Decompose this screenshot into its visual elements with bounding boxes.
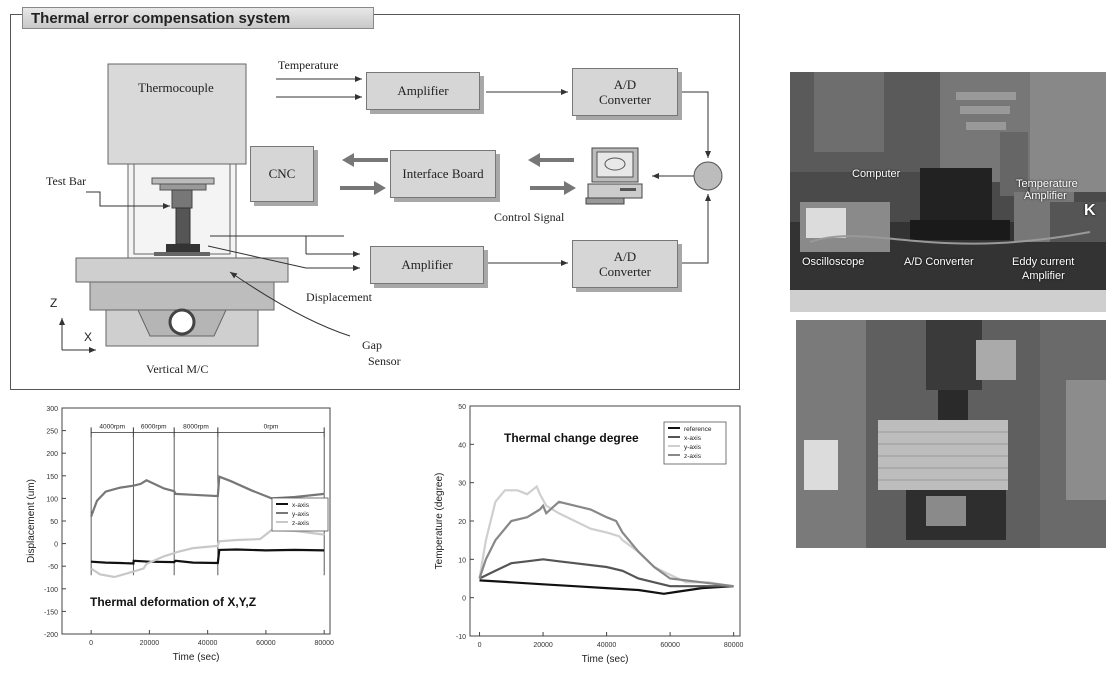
x-tick-label: 0 bbox=[89, 640, 93, 647]
x-tick-label: 80000 bbox=[724, 642, 744, 649]
instrument-photo: Computer Temperature Amplifier K Oscillo… bbox=[790, 72, 1106, 312]
x-tick-label: 20000 bbox=[533, 642, 553, 649]
vertical-mc-label: Vertical M/C bbox=[146, 362, 209, 376]
axis-x-label: X bbox=[84, 330, 93, 344]
machine-photo bbox=[796, 320, 1106, 548]
x-tick-label: 60000 bbox=[256, 640, 276, 647]
computer-icon bbox=[585, 147, 643, 205]
adc-top-label-2: Converter bbox=[599, 92, 651, 107]
y-tick-label: 20 bbox=[458, 519, 466, 526]
series-line-y-axis bbox=[90, 475, 325, 517]
y-tick-label: 30 bbox=[458, 481, 466, 488]
photo-temp-amp-label-2: Amplifier bbox=[1024, 190, 1067, 202]
photo-eddy-label-2: Amplifier bbox=[1022, 270, 1065, 282]
thermocouple-block bbox=[107, 63, 247, 165]
summing-junction bbox=[693, 161, 723, 191]
amplifier-bottom-box: Amplifier bbox=[370, 246, 484, 284]
x-tick-label: 0 bbox=[478, 642, 482, 649]
series-line-y-axis bbox=[478, 484, 734, 588]
x-tick-label: 40000 bbox=[597, 642, 617, 649]
y-tick-label: 0 bbox=[54, 542, 58, 549]
machine-table bbox=[75, 257, 289, 283]
y-tick-label: 50 bbox=[458, 404, 466, 411]
axis-z-label: Z bbox=[50, 296, 58, 310]
x-axis-label: Time (sec) bbox=[173, 652, 220, 663]
x-tick-label: 20000 bbox=[140, 640, 160, 647]
gap-sensor-label-2: Sensor bbox=[368, 354, 401, 368]
amplifier-bottom-label: Amplifier bbox=[401, 257, 453, 272]
series-line-x-axis bbox=[479, 558, 734, 588]
diagram-canvas bbox=[59, 63, 723, 353]
legend-label-y-axis: y-axis bbox=[684, 444, 702, 451]
photo-eddy-label-1: Eddy current bbox=[1012, 256, 1075, 268]
y-tick-label: -10 bbox=[456, 634, 466, 641]
adc-bottom-label-2: Converter bbox=[599, 264, 651, 279]
series-line-z-axis bbox=[90, 528, 325, 579]
y-tick-label: -200 bbox=[44, 632, 58, 639]
photo-computer-label: Computer bbox=[852, 168, 901, 180]
x-tick-label: 80000 bbox=[314, 640, 334, 647]
legend-label-x-axis: x-axis bbox=[684, 435, 702, 442]
y-tick-label: 0 bbox=[462, 596, 466, 603]
x-axis-label: Time (sec) bbox=[582, 654, 629, 665]
y-tick-label: 40 bbox=[458, 442, 466, 449]
test-bar-label: Test Bar bbox=[46, 174, 87, 188]
series-line-z-axis bbox=[478, 500, 734, 588]
y-tick-label: -50 bbox=[48, 564, 58, 571]
series-line-reference bbox=[479, 579, 734, 595]
chart-annotation: Thermal deformation of X,Y,Z bbox=[90, 595, 256, 609]
legend-label-z-axis: z-axis bbox=[292, 520, 310, 527]
interface-board-label: Interface Board bbox=[402, 166, 484, 181]
y-tick-label: 10 bbox=[458, 557, 466, 564]
displacement-chart: 300 250 200 150 100 50 0 -50 -100 -150 -200 0 20000 4… bbox=[26, 406, 334, 663]
leadscrew-circle bbox=[168, 308, 196, 336]
y-tick-label: -150 bbox=[44, 609, 58, 616]
phase-label: 4000rpm bbox=[99, 423, 125, 430]
y-tick-label: 50 bbox=[50, 519, 58, 526]
cnc-label: CNC bbox=[268, 166, 296, 181]
y-tick-label: 200 bbox=[46, 451, 58, 458]
amplifier-top-box: Amplifier bbox=[366, 72, 480, 110]
y-tick-label: 300 bbox=[46, 406, 58, 413]
gap-sensor-label-1: Gap bbox=[362, 338, 382, 352]
displacement-label: Displacement bbox=[306, 290, 372, 304]
photo-oscilloscope-label: Oscilloscope bbox=[802, 256, 865, 268]
phase-label: 0rpm bbox=[264, 423, 279, 430]
photo-ke-label: K bbox=[1084, 202, 1096, 219]
series-line-x-axis bbox=[91, 548, 325, 565]
phase-label: 6000rpm bbox=[141, 423, 167, 430]
photo-ad-converter-label: A/D Converter bbox=[904, 256, 974, 268]
adc-top-label-1: A/D bbox=[613, 77, 637, 92]
photo-temp-amp-label-1: Temperature bbox=[1016, 178, 1078, 190]
legend-label-y-axis: y-axis bbox=[292, 511, 310, 518]
legend-label-x-axis: x-axis bbox=[292, 502, 310, 509]
y-tick-label: -100 bbox=[44, 587, 58, 594]
interface-board-box: Interface Board bbox=[390, 150, 496, 198]
legend-label-reference: reference bbox=[684, 426, 712, 433]
legend-label-z-axis: z-axis bbox=[684, 453, 702, 460]
x-tick-label: 40000 bbox=[198, 640, 218, 647]
temperature-chart: 50 40 30 20 10 0 -10 0 20000 40000 60000 80000 Time … bbox=[434, 404, 744, 665]
adc-bottom-label-1: A/D bbox=[613, 249, 637, 264]
thermocouple-label: Thermocouple bbox=[138, 80, 214, 95]
cnc-box: CNC bbox=[250, 146, 314, 202]
y-axis-label: Temperature (degree) bbox=[434, 473, 445, 570]
y-tick-label: 250 bbox=[46, 429, 58, 436]
x-tick-label: 60000 bbox=[660, 642, 680, 649]
amplifier-top-label: Amplifier bbox=[397, 83, 449, 98]
y-tick-label: 100 bbox=[46, 496, 58, 503]
diagram-frame bbox=[10, 14, 740, 390]
test-bar bbox=[175, 207, 191, 245]
y-axis-label: Displacement (um) bbox=[26, 479, 37, 563]
y-tick-label: 150 bbox=[46, 474, 58, 481]
phase-label: 8000rpm bbox=[183, 423, 209, 430]
diagram-title: Thermal error compensation system bbox=[22, 7, 374, 29]
control-signal-label: Control Signal bbox=[494, 210, 565, 224]
adc-top-box: A/D Converter bbox=[572, 68, 678, 116]
temperature-label: Temperature bbox=[278, 58, 339, 72]
chart-annotation: Thermal change degree bbox=[504, 431, 639, 445]
adc-bottom-box: A/D Converter bbox=[572, 240, 678, 288]
